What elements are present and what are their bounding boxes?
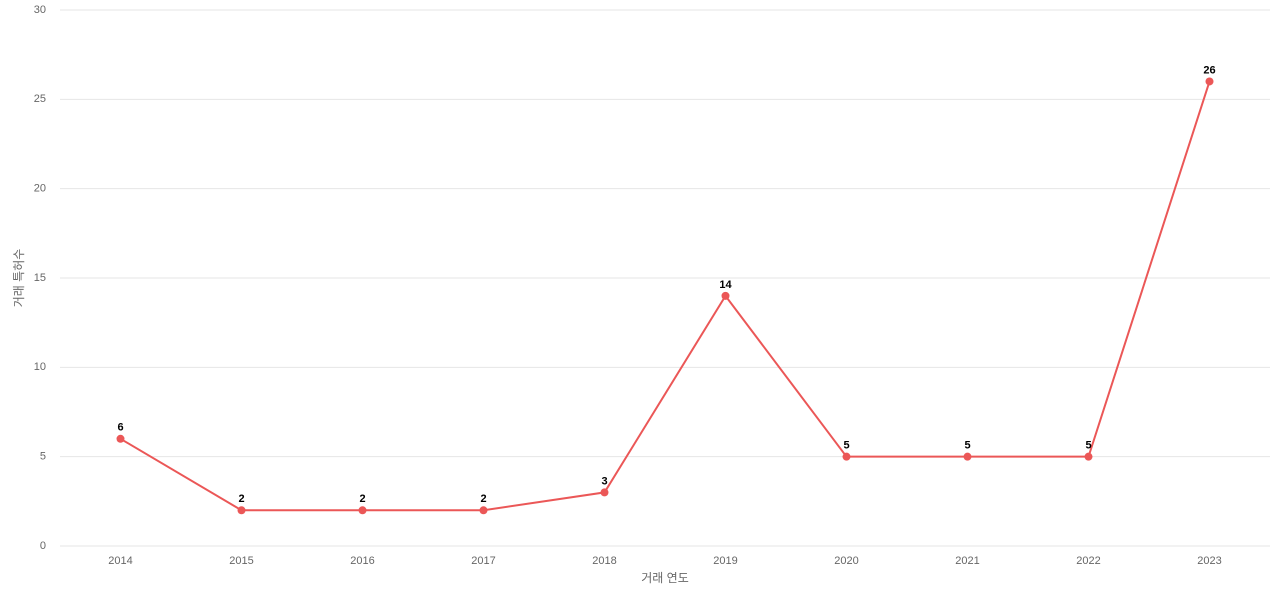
x-tick-label: 2020 — [834, 555, 858, 567]
value-label: 5 — [1085, 440, 1091, 452]
x-tick-label: 2021 — [955, 555, 979, 567]
y-tick-label: 25 — [34, 93, 46, 105]
y-tick-label: 0 — [40, 540, 46, 552]
x-tick-label: 2018 — [592, 555, 616, 567]
point — [1084, 452, 1093, 461]
point — [116, 434, 125, 443]
y-tick-label: 30 — [34, 4, 46, 16]
point — [721, 291, 730, 300]
value-label: 6 — [117, 422, 123, 434]
x-axis-title: 거래 연도 — [641, 571, 689, 585]
y-axis-title: 거래 특허수 — [12, 249, 26, 308]
line — [119, 81, 1211, 512]
x-tick-label: 2019 — [713, 555, 737, 567]
y-tick-label: 15 — [34, 272, 46, 284]
x-tick-label: 2023 — [1197, 555, 1221, 567]
point — [479, 506, 488, 515]
value-label: 2 — [480, 493, 486, 505]
point — [600, 488, 609, 497]
value-label: 14 — [719, 279, 732, 291]
point — [842, 452, 851, 461]
value-label: 3 — [601, 475, 607, 487]
x-tick-label: 2022 — [1076, 555, 1100, 567]
x-tick-label: 2015 — [229, 555, 253, 567]
value-label: 2 — [238, 493, 244, 505]
value-label: 26 — [1203, 64, 1215, 76]
x-tick-label: 2014 — [108, 555, 132, 567]
value-label: 2 — [359, 493, 365, 505]
x-tick-label: 2017 — [471, 555, 495, 567]
value-label: 5 — [964, 440, 970, 452]
point — [358, 506, 367, 515]
point — [963, 452, 972, 461]
point — [1205, 77, 1214, 86]
point — [237, 506, 246, 515]
value-label: 5 — [843, 440, 849, 452]
y-tick-label: 20 — [34, 183, 46, 195]
y-tick-label: 5 — [40, 451, 46, 463]
x-tick-label: 2016 — [350, 555, 374, 567]
y-tick-label: 10 — [34, 361, 46, 373]
